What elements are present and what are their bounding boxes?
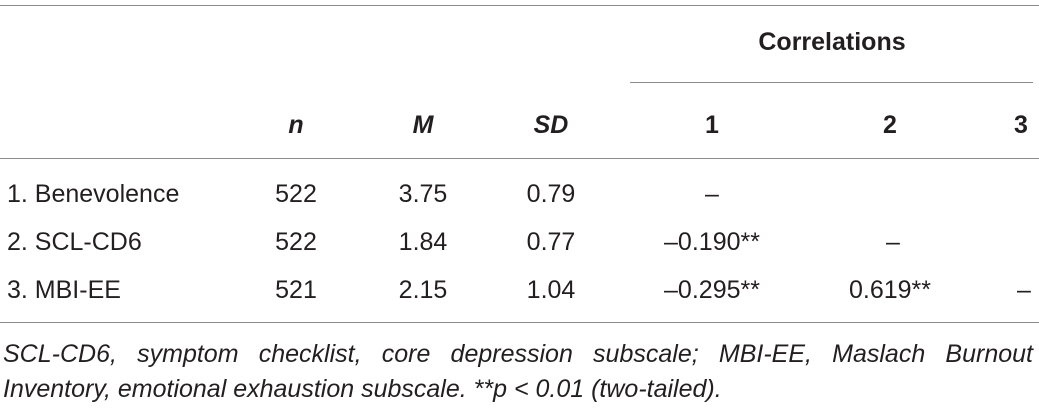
table-bottom-rule bbox=[0, 322, 1039, 323]
cell-sd: 0.77 bbox=[526, 228, 576, 256]
column-header-n: n bbox=[288, 111, 304, 139]
column-header-3: 3 bbox=[1014, 111, 1028, 139]
cell-corr-1: – bbox=[705, 180, 719, 208]
cell-corr-2: – bbox=[886, 228, 900, 256]
row-label: 2. SCL-CD6 bbox=[7, 228, 142, 256]
cell-m: 1.84 bbox=[398, 228, 448, 256]
correlations-group-header: Correlations bbox=[758, 28, 906, 56]
header-bottom-rule bbox=[0, 158, 1039, 159]
correlations-group-rule bbox=[630, 82, 1033, 83]
cell-sd: 1.04 bbox=[526, 276, 576, 304]
table-top-rule bbox=[0, 5, 1039, 6]
cell-n: 522 bbox=[275, 228, 317, 256]
column-header-1: 1 bbox=[705, 111, 719, 139]
column-header-sd: SD bbox=[533, 111, 569, 139]
cell-n: 521 bbox=[275, 276, 317, 304]
cell-corr-1: –0.295** bbox=[664, 276, 760, 304]
cell-corr-3: – bbox=[1017, 276, 1031, 304]
column-header-m: M bbox=[412, 111, 434, 139]
column-header-2: 2 bbox=[883, 111, 897, 139]
row-label: 1. Benevolence bbox=[7, 180, 180, 208]
cell-m: 2.15 bbox=[398, 276, 448, 304]
cell-corr-1: –0.190** bbox=[664, 228, 760, 256]
cell-sd: 0.79 bbox=[526, 180, 576, 208]
cell-m: 3.75 bbox=[398, 180, 448, 208]
row-label: 3. MBI-EE bbox=[7, 276, 121, 304]
cell-n: 522 bbox=[275, 180, 317, 208]
cell-corr-2: 0.619** bbox=[848, 276, 932, 304]
table-footnote: SCL-CD6, symptom checklist, core depress… bbox=[3, 340, 1033, 403]
